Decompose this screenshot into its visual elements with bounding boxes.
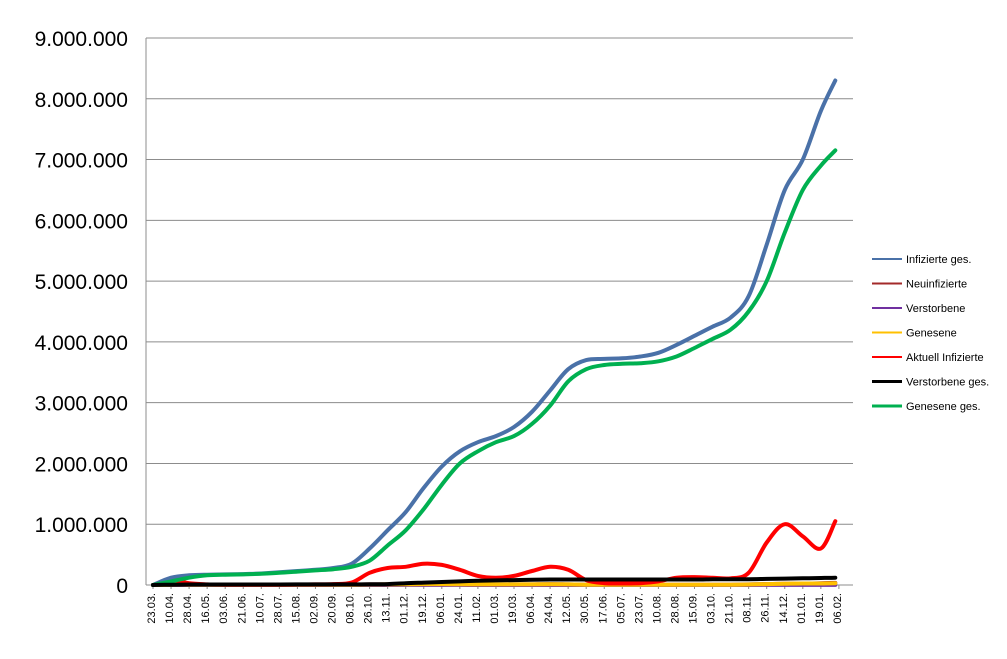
x-tick-label: 11.02. xyxy=(471,593,483,623)
y-tick-label: 3.000.000 xyxy=(35,393,128,416)
series-line-infizierte-ges- xyxy=(151,78,838,587)
x-tick-label: 26.11. xyxy=(760,593,772,623)
x-tick-label: 15.08. xyxy=(290,593,302,624)
x-tick-label: 12.05. xyxy=(561,593,573,624)
x-tick-label: 06.02. xyxy=(832,593,844,624)
x-tick-label: 14.12. xyxy=(778,593,790,624)
x-tick-label: 06.01. xyxy=(435,593,447,624)
x-tick-label: 19.03. xyxy=(507,593,519,624)
x-tick-label: 15.09. xyxy=(688,593,700,624)
x-tick-label: 01.12. xyxy=(399,593,411,624)
y-tick-label: 9.000.000 xyxy=(35,28,128,51)
x-tick-label: 28.07. xyxy=(272,593,284,624)
legend-label: Infizierte ges. xyxy=(906,254,971,266)
x-tick-label: 28.08. xyxy=(669,593,681,624)
gridlines xyxy=(146,37,853,525)
x-axis-tick-labels: 23.03. 10.04. 28.04. 16.05. 03.06. 21.06. 10.0… xyxy=(146,593,844,624)
x-tick-label: 24.01. xyxy=(453,593,465,624)
x-tick-label: 01.01. xyxy=(796,593,808,624)
x-tick-label: 03.10. xyxy=(706,593,718,624)
x-tick-label: 21.10. xyxy=(724,593,736,624)
y-tick-label: 2.000.000 xyxy=(35,453,128,476)
legend-label: Genesene xyxy=(906,328,957,340)
legend-label: Verstorbene xyxy=(906,303,965,315)
x-tick-label: 28.04. xyxy=(182,593,194,624)
legend-label: Genesene ges. xyxy=(906,401,981,413)
y-tick-label: 7.000.000 xyxy=(35,150,128,173)
x-tick-label: 01.03. xyxy=(489,593,501,624)
x-tick-label: 16.05. xyxy=(200,593,212,624)
x-tick-label: 19.01. xyxy=(814,593,826,624)
series-lines xyxy=(151,78,838,587)
x-tick-label: 10.07. xyxy=(254,593,266,624)
x-tick-label: 08.11. xyxy=(742,593,754,623)
legend-label: Verstorbene ges. xyxy=(906,377,989,389)
series-line-genesene-ges- xyxy=(151,148,838,587)
series-line-verstorbene-ges- xyxy=(151,575,838,587)
x-tick-label: 05.07. xyxy=(615,593,627,624)
x-tick-label: 23.03. xyxy=(146,593,158,624)
x-tick-label: 02.09. xyxy=(308,593,320,624)
x-tick-label: 23.07. xyxy=(633,593,645,624)
x-tick-label: 26.10. xyxy=(363,593,375,624)
x-tick-label: 24.04. xyxy=(543,593,555,624)
x-tick-label: 03.06. xyxy=(218,593,230,624)
x-tick-label: 17.06. xyxy=(597,593,609,624)
x-tick-label: 13.11. xyxy=(381,593,393,623)
y-tick-label: 8.000.000 xyxy=(35,89,128,112)
y-tick-label: 6.000.000 xyxy=(35,210,128,233)
y-tick-label: 1.000.000 xyxy=(35,514,128,537)
x-tick-label: 21.06. xyxy=(236,593,248,624)
y-axis-tick-labels: 0 1.000.000 2.000.000 3.000.000 4.000.000 5.0… xyxy=(35,28,128,598)
legend-label: Neuinfizierte xyxy=(906,279,967,291)
y-tick-label: 4.000.000 xyxy=(35,332,128,355)
x-tick-label: 10.08. xyxy=(651,593,663,624)
x-tick-label: 06.04. xyxy=(525,593,537,624)
legend-label: Aktuell Infizierte xyxy=(906,352,984,364)
x-tick-label: 30.05. xyxy=(579,593,591,624)
legend: Infizierte ges. Neuinfizierte Verstorbene G… xyxy=(872,254,989,413)
x-tick-label: 19.12. xyxy=(417,593,429,624)
y-tick-label: 0 xyxy=(116,575,128,598)
x-tick-label: 20.09. xyxy=(327,593,339,624)
y-tick-label: 5.000.000 xyxy=(35,271,128,294)
x-tick-label: 08.10. xyxy=(345,593,357,624)
x-tick-label: 10.04. xyxy=(164,593,176,624)
